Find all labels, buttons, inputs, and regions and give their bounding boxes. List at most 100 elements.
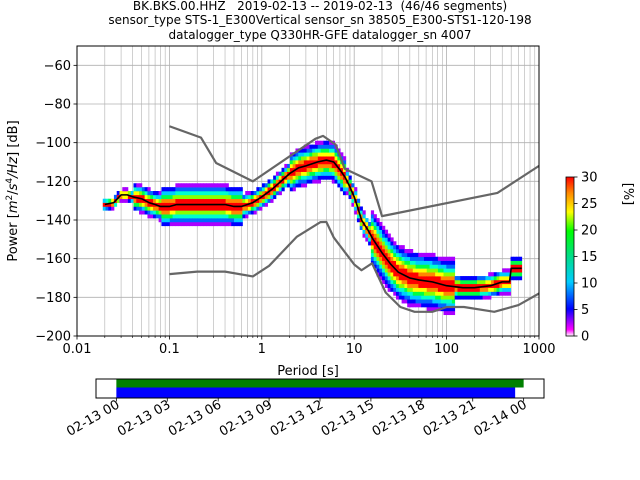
heatmap-cell [362,233,366,238]
heatmap-cell [334,179,338,184]
heatmap-cell [387,272,391,277]
heatmap-cell [356,214,361,219]
heatmap-cell [261,198,266,203]
heatmap-cell [409,295,414,300]
heatmap-cell [144,202,148,207]
heatmap-cell [401,260,405,265]
heatmap-cell [214,183,218,188]
heatmap-cell [429,252,433,258]
heatmap-cell [507,291,511,296]
heatmap-cell [220,187,224,192]
heatmap-cell [393,291,397,296]
heatmap-cell [457,279,461,285]
heatmap-cell [404,299,408,304]
heatmap-cell [133,198,137,203]
mode-line [104,159,522,289]
heatmap-cell [390,249,394,254]
heatmap-cell [155,214,160,219]
heatmap-cell [306,144,310,149]
heatmap-cell [368,237,372,242]
heatmap-cell [208,221,213,227]
heatmap-cell [504,268,509,273]
heatmap-cell [429,276,433,281]
y-tick-label: −200 [35,330,71,345]
heatmap-cell [208,214,213,219]
heatmap-cell [295,183,299,188]
heatmap-cell [259,187,263,192]
heatmap-cell [421,272,425,277]
heatmap-cell [317,148,322,153]
heatmap-cell [289,167,294,172]
heatmap-cell [435,283,439,288]
heatmap-cell [426,264,430,269]
heatmap-cell [136,198,140,203]
heatmap-cell [287,167,291,172]
heatmap-cell [231,210,235,215]
heatmap-cell [261,191,266,196]
heatmap-cell [446,272,450,277]
heatmap-cell [429,264,433,269]
heatmap-cell [437,287,442,292]
heatmap-cell [264,187,268,192]
heatmap-cell [189,214,193,219]
heatmap-cell [150,191,154,196]
heatmap-cell [404,260,408,265]
heatmap-cell [435,256,439,261]
heatmap-cell [440,291,444,296]
heatmap-cell [323,171,327,176]
heatmap-cell [516,276,520,281]
heatmap-cell [234,218,238,223]
heatmap-cell [155,210,160,215]
heatmap-cell [206,214,210,219]
heatmap-cell [390,245,394,250]
heatmap-cell [516,260,520,265]
heatmap-cell [409,291,414,296]
heatmap-cell [396,291,400,296]
y-axis-ticks: −60 −80 −100 −120 −140 −160 −180 −200 [35,59,77,345]
heatmap-cell [320,175,324,180]
heatmap-cell [220,194,224,200]
heatmap-cell [451,287,456,292]
heatmap-cell [178,218,182,223]
heatmap-cell [214,191,218,196]
heatmap-cell [451,299,456,304]
y-tick-label: −180 [35,291,71,306]
heatmap-cell [328,171,333,176]
heatmap-cell [211,218,215,223]
heatmap-cell [301,183,305,188]
heatmap-cell [418,279,422,285]
heatmap-cell [306,179,310,184]
heatmap-cell [222,210,227,215]
heatmap-cell [504,291,509,296]
heatmap-cell [217,187,221,192]
heatmap-cell [423,299,428,304]
heatmap-cell [393,241,397,246]
heatmap-cell [225,187,229,192]
heatmap-cell [340,175,344,180]
heatmap-cell [267,194,271,200]
heatmap-cell [158,218,162,223]
title-line-3: datalogger_type Q330HR-GFE datalogger_sn… [168,28,472,42]
heatmap-cell [166,191,171,196]
heatmap-cell [256,206,260,211]
heatmap-cell [328,148,333,153]
heatmap-cell [398,264,403,269]
heatmap-cell [513,268,517,273]
heatmap-cell [435,287,439,292]
heatmap-cell [370,249,375,254]
heatmap-cell [197,206,201,211]
heatmap-cell [161,194,165,200]
heatmap-cell [189,210,193,215]
heatmap-cell [298,171,302,176]
heatmap-cell [267,191,271,196]
heatmap-cell [407,252,411,258]
heatmap-cell [295,175,299,180]
heatmap-cell [404,279,408,285]
heatmap-cell [384,252,389,258]
heatmap-cell [278,183,282,188]
heatmap-cell [373,264,377,269]
heatmap-cell [382,276,386,281]
heatmap-cell [418,268,422,273]
heatmap-cell [432,276,436,281]
heatmap-cell [236,218,241,223]
